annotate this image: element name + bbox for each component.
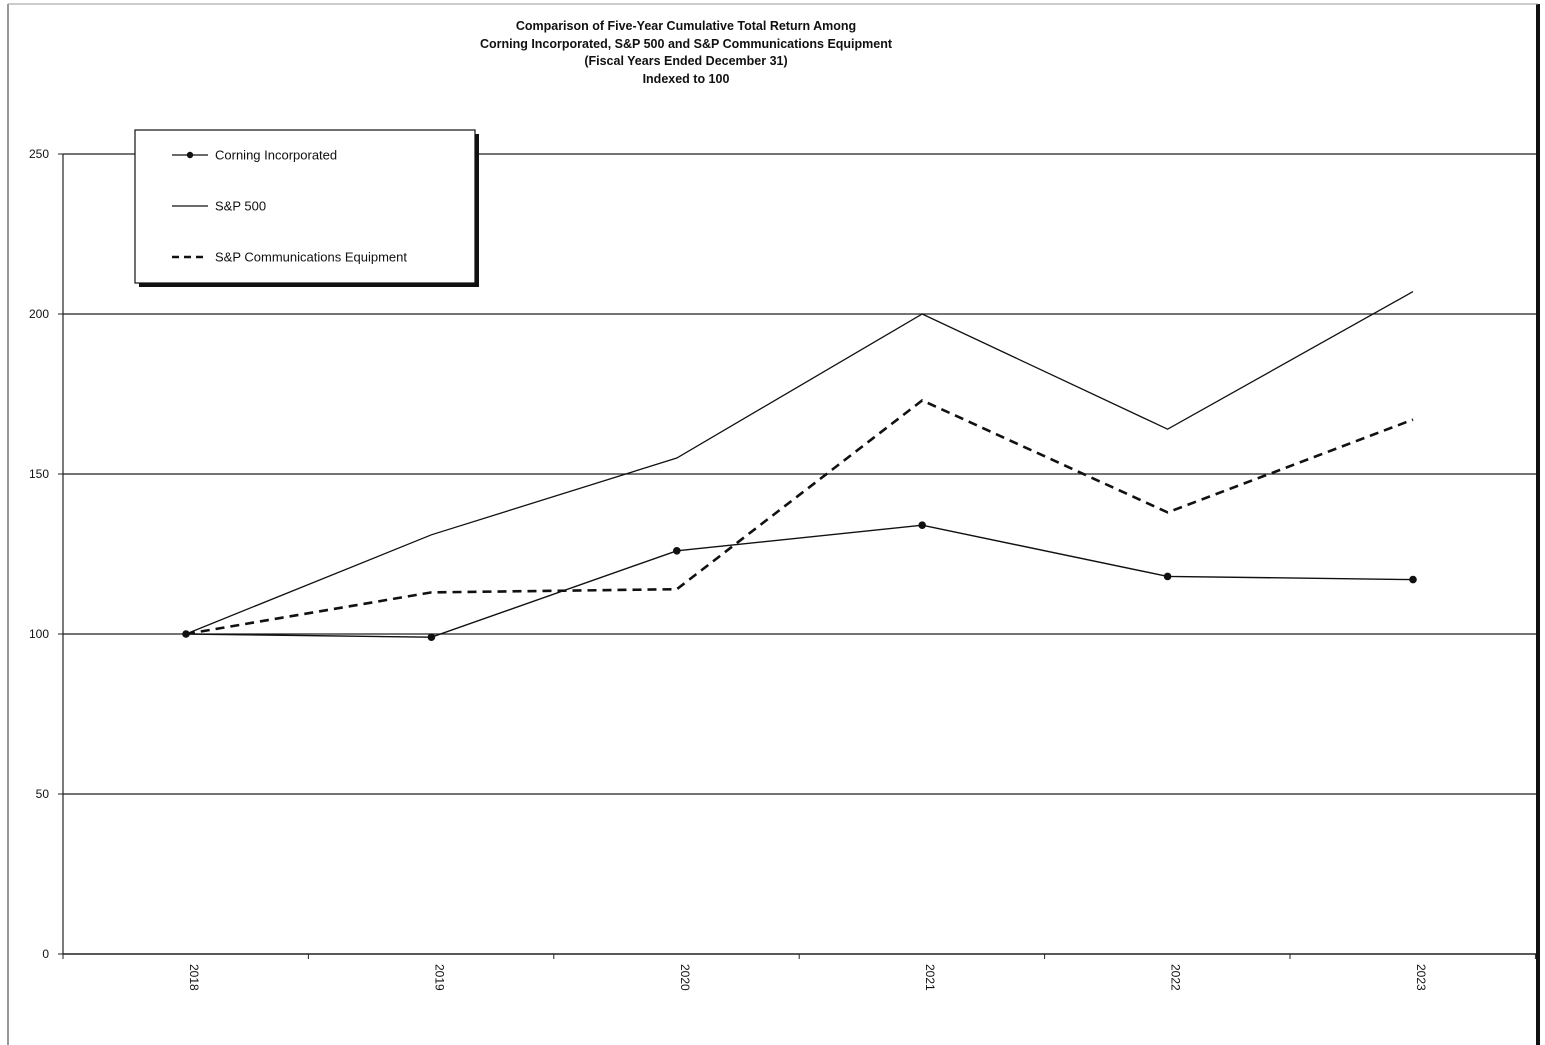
y-tick-label-150: 150	[29, 467, 49, 481]
legend-label-3: S&P Communications Equipment	[215, 250, 407, 265]
series-1-point-2023	[1409, 575, 1417, 584]
legend-label-1: Corning Incorporated	[215, 148, 337, 163]
x-tick-label-2021: 2021	[923, 964, 937, 991]
series-line-3	[185, 398, 1414, 636]
series-1-point-2019	[427, 633, 436, 641]
chart-title-line-4: Indexed to 100	[642, 71, 730, 86]
y-tick-label-100: 100	[29, 627, 49, 641]
series-line-2	[185, 291, 1414, 635]
x-tick-label-2023: 2023	[1414, 964, 1428, 991]
x-tick-label-2022: 2022	[1169, 964, 1183, 991]
series-line-1	[185, 524, 1414, 638]
y-tick-label-50: 50	[36, 787, 50, 801]
chart-title-line-2: Corning Incorporated, S&P 500 and S&P Co…	[479, 36, 893, 51]
legend-swatch-marker-1	[186, 151, 194, 159]
x-tick-label-2020: 2020	[678, 964, 692, 991]
chart-title-line-3: (Fiscal Years Ended December 31)	[584, 54, 788, 68]
series-1-point-2022	[1163, 572, 1172, 581]
y-tick-label-250: 250	[29, 147, 49, 161]
x-tick-label-2018: 2018	[187, 964, 201, 991]
chart-title-line-1: Comparison of Five-Year Cumulative Total…	[515, 19, 857, 33]
series-1-point-2021	[918, 521, 926, 529]
legend-label-2: S&P 500	[215, 199, 266, 214]
series-1-point-2020	[673, 547, 681, 555]
x-tick-label-2019: 2019	[432, 964, 446, 991]
y-tick-label-0: 0	[42, 947, 49, 961]
chart-title: Comparison of Five-Year Cumulative Total…	[386, 18, 986, 88]
y-tick-label-200: 200	[29, 307, 49, 321]
